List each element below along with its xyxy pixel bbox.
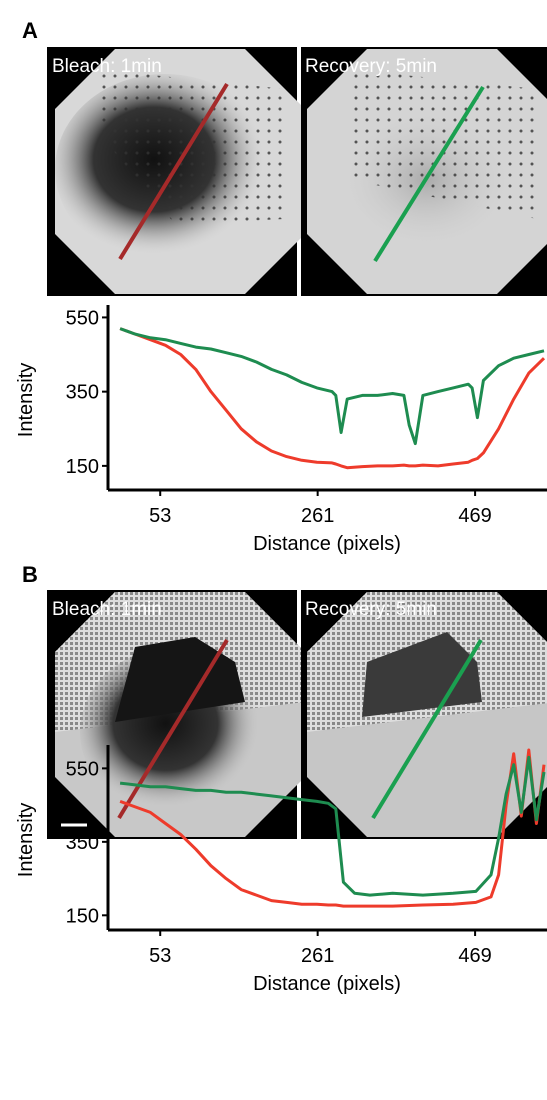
image-b-recovery xyxy=(301,590,547,839)
y-tick-label: 150 xyxy=(66,456,99,478)
y-axis-label: Intensity xyxy=(15,803,37,877)
data-line xyxy=(119,755,546,897)
x-tick-label: 261 xyxy=(301,505,334,527)
data-line xyxy=(119,327,546,470)
x-axis-label: Distance (pixels) xyxy=(253,973,401,995)
image-caption: Bleach: 1min xyxy=(52,599,162,620)
x-tick-label: 469 xyxy=(458,945,491,967)
x-tick-label: 469 xyxy=(458,505,491,527)
x-axis-label: Distance (pixels) xyxy=(253,533,401,555)
x-tick-label: 53 xyxy=(149,505,171,527)
data-line xyxy=(119,327,545,446)
image-caption: Recovery: 5min xyxy=(305,599,437,620)
y-tick-label: 350 xyxy=(66,832,99,854)
y-axis-label: Intensity xyxy=(15,363,37,437)
x-tick-label: 261 xyxy=(301,945,334,967)
image-b-bleach xyxy=(47,590,305,839)
plot-area xyxy=(119,748,546,908)
panel-label: B xyxy=(22,562,38,587)
y-tick-label: 550 xyxy=(66,307,99,329)
y-tick-label: 150 xyxy=(66,905,99,927)
plot-area xyxy=(119,327,546,470)
y-tick-label: 350 xyxy=(66,382,99,404)
panel-label: A xyxy=(22,18,38,43)
image-a-bleach xyxy=(47,47,305,296)
image-a-recovery xyxy=(301,47,547,296)
x-tick-label: 53 xyxy=(149,945,171,967)
image-caption: Recovery: 5min xyxy=(305,56,437,77)
image-caption: Bleach: 1min xyxy=(52,56,162,77)
data-line xyxy=(119,748,546,908)
y-tick-label: 550 xyxy=(66,758,99,780)
